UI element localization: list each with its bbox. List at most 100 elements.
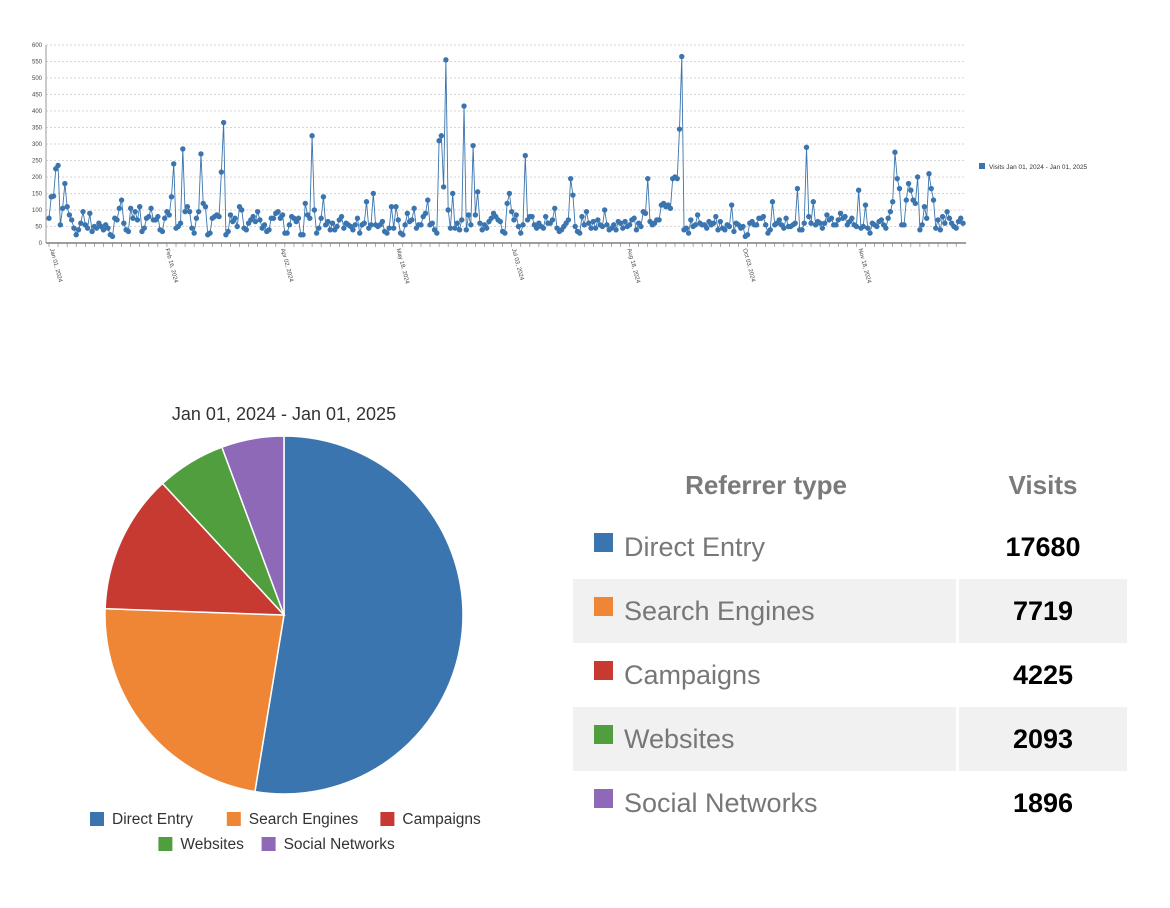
data-point <box>89 228 95 235</box>
data-point <box>692 222 699 228</box>
data-point <box>855 187 862 193</box>
data-point <box>942 220 948 226</box>
data-point <box>908 187 914 193</box>
data-point <box>121 220 127 226</box>
data-point <box>137 204 143 210</box>
data-point <box>227 212 234 218</box>
data-point <box>284 230 290 236</box>
data-point <box>522 152 528 159</box>
data-point <box>266 227 272 233</box>
data-point <box>275 208 281 215</box>
data-point <box>105 225 111 231</box>
data-point <box>620 225 626 231</box>
data-point <box>434 230 440 236</box>
referrer-type-header: Referrer type <box>685 469 847 500</box>
color-swatch <box>594 596 613 616</box>
data-point <box>683 225 690 231</box>
data-point <box>837 210 844 216</box>
data-point <box>599 223 606 230</box>
data-point <box>57 222 64 228</box>
referrer-type-cell: Campaigns <box>573 643 959 707</box>
data-point <box>631 215 637 221</box>
pie-slice <box>104 482 286 616</box>
y-tick-label: 550 <box>32 60 43 66</box>
data-point <box>903 197 909 203</box>
data-point <box>781 225 787 231</box>
data-point <box>302 200 308 207</box>
data-point <box>388 204 395 210</box>
data-point <box>338 213 345 220</box>
data-point <box>329 220 336 226</box>
data-point <box>887 208 894 215</box>
data-point <box>799 227 805 233</box>
data-point <box>182 208 188 215</box>
data-point <box>917 227 923 233</box>
data-point <box>633 227 640 233</box>
data-point <box>878 217 885 223</box>
data-point <box>549 217 556 223</box>
data-point <box>717 218 724 225</box>
pie-legend-label: Websites <box>180 836 244 853</box>
data-point <box>894 175 900 182</box>
data-point <box>760 213 767 220</box>
data-point <box>418 222 424 228</box>
data-point <box>116 205 123 212</box>
y-tick-label: 450 <box>32 93 43 99</box>
data-point <box>391 225 397 231</box>
data-point <box>379 218 386 225</box>
data-point <box>588 225 594 231</box>
data-point <box>656 217 662 223</box>
pie-legend-swatch <box>90 812 104 826</box>
data-point <box>626 222 633 228</box>
data-point <box>87 210 93 216</box>
data-point <box>472 212 479 218</box>
data-point <box>239 207 245 213</box>
data-point <box>447 225 454 231</box>
y-tick-label: 300 <box>32 142 43 148</box>
data-point <box>125 228 132 235</box>
data-point <box>935 217 941 223</box>
data-point <box>533 225 540 231</box>
data-point <box>286 222 293 228</box>
data-point <box>710 220 717 226</box>
data-point <box>320 194 327 200</box>
data-point <box>354 215 361 221</box>
data-point <box>134 217 141 223</box>
pie-legend-label: Campaigns <box>402 811 481 828</box>
data-point <box>853 223 860 230</box>
data-point <box>232 215 238 221</box>
data-point <box>307 215 313 221</box>
data-point <box>808 220 814 226</box>
data-point <box>912 200 919 207</box>
data-point <box>309 133 315 139</box>
data-point <box>109 233 116 240</box>
data-point <box>207 230 213 236</box>
pie-legend-label: Direct Entry <box>112 811 193 828</box>
data-point <box>225 228 231 235</box>
visits-cell: 7719 <box>959 579 1127 643</box>
data-point <box>783 215 789 221</box>
pie-legend-label: Search Engines <box>249 811 359 828</box>
y-tick-label: 200 <box>32 175 43 181</box>
pie-legend-swatch <box>226 812 241 826</box>
data-point <box>195 208 202 215</box>
data-point <box>161 215 168 221</box>
table-row: Direct Entry 17680 <box>573 515 1127 579</box>
data-point <box>601 207 608 213</box>
data-point <box>842 213 848 220</box>
data-point <box>806 213 812 220</box>
data-point <box>613 227 619 233</box>
data-point <box>327 227 333 233</box>
data-point <box>604 222 610 228</box>
data-point <box>728 202 735 208</box>
data-point <box>370 190 377 197</box>
data-point <box>68 217 75 223</box>
color-swatch <box>594 788 613 808</box>
data-point <box>518 230 524 236</box>
x-tick-label: Oct 03, 2024 <box>741 248 756 283</box>
y-tick-label: 350 <box>32 126 43 132</box>
data-point <box>667 205 674 212</box>
pie-legend-swatch <box>261 837 276 851</box>
y-tick-label: 0 <box>39 241 43 247</box>
data-point <box>270 215 277 221</box>
